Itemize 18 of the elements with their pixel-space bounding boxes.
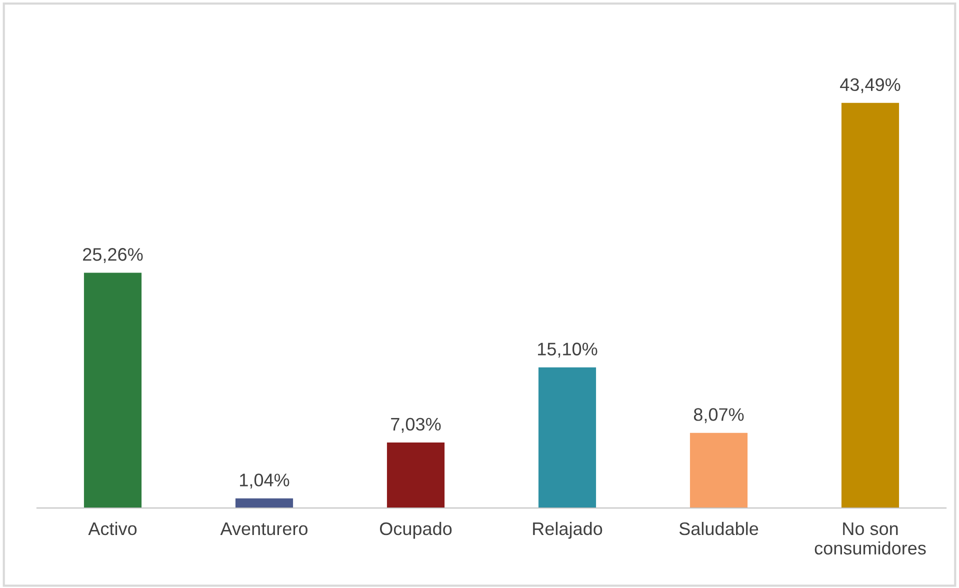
data-label: 7,03% [391,418,441,433]
data-label: 25,26% [83,248,143,263]
bar [538,367,596,508]
bar [84,272,142,508]
x-tick-label: Activo [88,522,137,536]
data-label: 8,07% [694,408,744,424]
bar [235,498,294,508]
bar [386,442,445,508]
bar [690,432,748,508]
data-label: 43,49% [840,78,900,94]
x-tick-label: Saludable [679,522,758,536]
x-tick-label: Relajado [533,522,602,539]
data-label: 1,04% [240,474,290,489]
x-tick-label: Aventurero [220,522,308,536]
data-label: 15,10% [538,342,598,358]
x-tick-label: No son consumidores [814,522,926,555]
bar [841,102,900,508]
x-tick-label: Ocupado [380,522,452,539]
